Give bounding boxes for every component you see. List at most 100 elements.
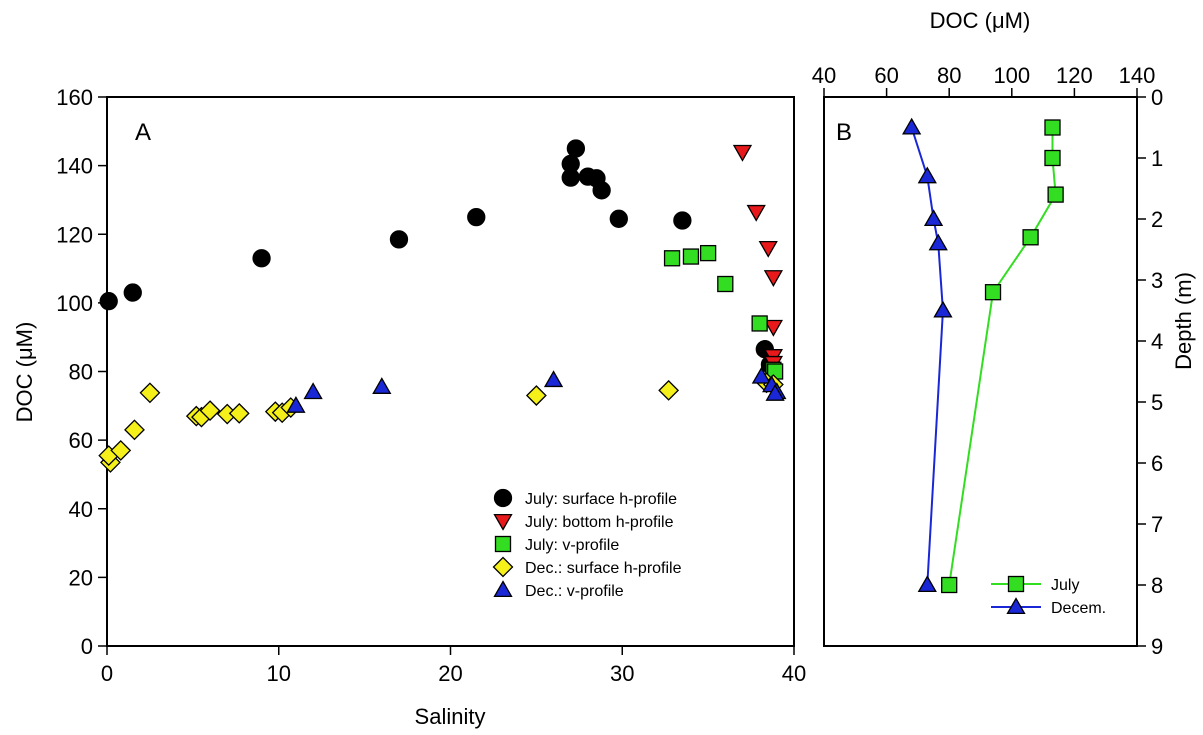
point-dec-surface-h-profile	[199, 400, 221, 422]
point-dec-v-profile	[286, 396, 306, 413]
point-july-surface-h-profile	[389, 230, 409, 249]
point-dec-surface-h-profile	[110, 439, 132, 461]
panel-b-y-tick-label: 0	[1151, 85, 1163, 110]
point-dec-surface-h-profile	[139, 382, 161, 404]
panel-a-y-tick-label: 40	[69, 497, 93, 522]
point-july-surface-h-profile	[467, 207, 486, 227]
panel-a-x-tick-label: 0	[101, 661, 113, 686]
panel-a-y-tick-label: 120	[56, 222, 93, 247]
panel-a-x-tick-label: 40	[782, 661, 806, 686]
point-july	[984, 284, 1002, 301]
point-july	[941, 576, 958, 594]
panel-b-y-ticks: 0 1 2 3 4 5 6 7 8 9	[1137, 85, 1163, 659]
point-july-bottom-h-profile	[732, 144, 753, 162]
legend-marker-dec-surface-h-profile	[492, 556, 514, 578]
point-july-bottom-h-profile	[763, 270, 784, 287]
panel-a-letter: A	[135, 119, 151, 146]
panel-a-y-tick-label: 0	[81, 634, 93, 659]
point-july-surface-h-profile	[561, 168, 580, 187]
point-july-surface-h-profile	[123, 283, 142, 302]
point-decem	[917, 166, 937, 184]
legend-label-july: July	[1051, 577, 1079, 594]
point-july-surface-h-profile	[566, 139, 586, 158]
legend-marker-july-v-profile	[494, 535, 512, 553]
panel-b-y-tick-label: 1	[1151, 146, 1163, 171]
point-july-surface-h-profile	[609, 209, 628, 228]
point-decem	[928, 233, 948, 251]
point-decem	[933, 300, 953, 318]
panel-b-y-tick-label: 4	[1151, 329, 1163, 354]
point-decem	[917, 575, 937, 593]
point-dec-surface-h-profile	[658, 379, 680, 401]
panel-b-x-axis-title: DOC (μM)	[930, 8, 1031, 33]
panel-b-x-tick-label: 120	[1056, 63, 1093, 88]
legend-label-dec-v-profile: Dec.: v-profile	[525, 583, 624, 600]
point-july-surface-h-profile	[99, 292, 118, 311]
panel-a-y-tick-label: 80	[69, 360, 93, 385]
panel-b-y-axis-title: Depth (m)	[1171, 272, 1196, 370]
panel-b-frame	[823, 96, 1138, 647]
panel-b-x-ticks: 40 60 80 100 120 140	[812, 63, 1156, 97]
point-july-bottom-h-profile	[746, 204, 766, 222]
panel-a-legend: July: surface h-profile July: bottom h-pr…	[492, 488, 682, 600]
legend-label-july-v-profile: July: v-profile	[525, 537, 619, 554]
panel-a: 0 20 40 60 80 100 120 140 160 0 10 20 30 40 A Salini…	[12, 85, 806, 729]
point-july	[1044, 149, 1061, 167]
panel-b-lines	[910, 127, 1057, 586]
point-dec-surface-h-profile	[124, 419, 145, 441]
point-july-bottom-h-profile	[763, 319, 784, 337]
legend-label-july-surface-h-profile: July: surface h-profile	[525, 491, 677, 508]
point-dec-v-profile	[543, 370, 564, 388]
point-july-v-profile	[717, 275, 734, 293]
legend-marker-july-bottom-h-profile	[493, 513, 513, 531]
point-july-surface-h-profile	[592, 181, 611, 200]
panel-b-x-tick-label: 140	[1119, 63, 1156, 88]
point-dec-v-profile	[765, 383, 785, 401]
point-july-v-profile	[699, 244, 717, 262]
panel-b-letter: B	[836, 119, 852, 146]
point-decem	[923, 209, 944, 227]
panel-a-y-axis-title: DOC (μM)	[12, 322, 37, 423]
legend-label-decem: Decem.	[1051, 600, 1106, 617]
point-decem	[902, 117, 922, 135]
point-dec-surface-h-profile	[525, 385, 547, 406]
panel-a-y-tick-label: 100	[56, 291, 93, 316]
panel-b-x-tick-label: 60	[874, 63, 898, 88]
line-july	[948, 127, 1057, 586]
panel-b: 40 60 80 100 120 140 0 1 2 3 4 5 6 7 8 9 B DOC (μM) De…	[812, 8, 1196, 659]
point-july	[1047, 186, 1064, 203]
panel-b-marks	[902, 117, 1064, 594]
legend-marker-july	[1007, 575, 1025, 593]
panel-b-x-tick-label: 100	[993, 63, 1030, 88]
panel-b-y-tick-label: 2	[1151, 207, 1163, 232]
panel-b-y-tick-label: 3	[1151, 268, 1163, 293]
panel-a-y-tick-label: 20	[69, 565, 93, 590]
legend-label-july-bottom-h-profile: July: bottom h-profile	[525, 514, 674, 531]
point-dec-surface-h-profile	[228, 402, 250, 424]
point-dec-v-profile	[372, 377, 392, 394]
legend-marker-dec-v-profile	[493, 580, 513, 598]
panel-b-y-tick-label: 7	[1151, 512, 1163, 537]
panel-b-x-tick-label: 40	[812, 63, 836, 88]
point-july-v-profile	[663, 250, 681, 267]
panel-b-y-tick-label: 8	[1151, 573, 1163, 598]
panel-b-y-tick-label: 6	[1151, 451, 1163, 476]
point-july-v-profile	[751, 315, 768, 332]
point-dec-v-profile	[751, 366, 771, 384]
point-july-surface-h-profile	[252, 249, 271, 268]
panel-a-frame	[106, 96, 795, 647]
point-july-v-profile	[682, 248, 700, 265]
panel-b-y-tick-label: 9	[1151, 634, 1163, 659]
point-july-bottom-h-profile	[758, 240, 778, 258]
panel-a-y-tick-label: 60	[69, 428, 93, 453]
panel-b-legend: July Decem.	[991, 575, 1106, 617]
panel-a-x-tick-label: 20	[438, 661, 462, 686]
point-dec-v-profile	[303, 382, 323, 400]
panel-a-x-ticks: 0 10 20 30 40	[101, 646, 806, 686]
line-decem	[910, 127, 944, 586]
panel-a-x-axis-title: Salinity	[415, 704, 486, 729]
panel-a-y-tick-label: 140	[56, 154, 93, 179]
panel-b-y-tick-label: 5	[1151, 390, 1163, 415]
legend-marker-decem	[1006, 597, 1026, 615]
legend-marker-july-surface-h-profile	[493, 488, 513, 508]
